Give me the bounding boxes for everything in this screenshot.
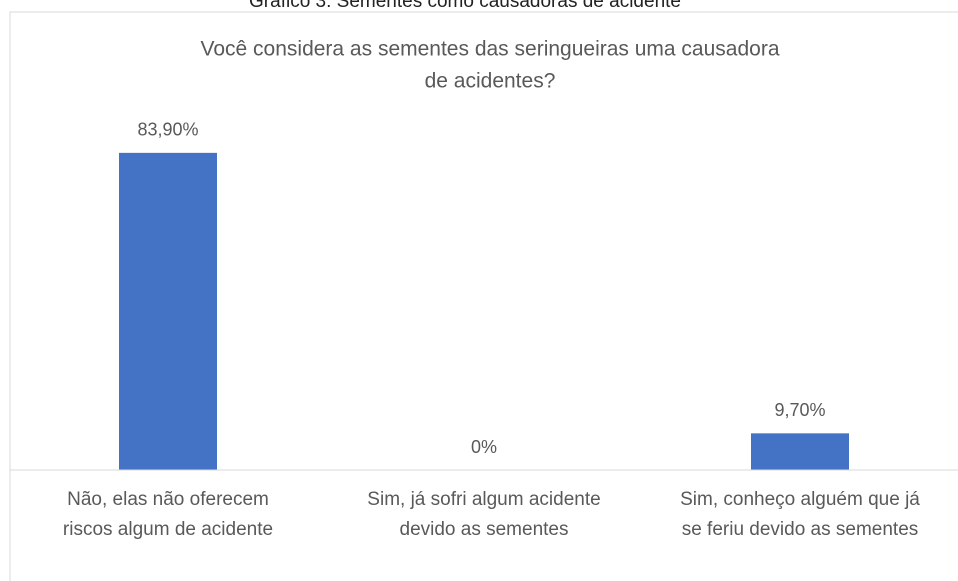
bar — [119, 152, 217, 470]
value-label: 9,70% — [774, 400, 825, 420]
chart-title: de acidentes? — [425, 70, 556, 93]
x-tick-label: Sim, já sofri algum acidente — [367, 489, 600, 510]
chart-title: Você considera as sementes das seringuei… — [201, 38, 780, 61]
caption: Gráfico 3: Sementes como causadoras de a… — [249, 0, 681, 12]
bar — [751, 433, 849, 470]
x-tick-label: Não, elas não oferecem — [67, 489, 269, 510]
x-tick-label: Sim, conheço alguém que já — [680, 489, 920, 510]
x-tick-label: se feriu devido as sementes — [682, 519, 919, 540]
x-tick-label: devido as sementes — [400, 519, 569, 540]
value-label: 0% — [471, 437, 497, 457]
x-tick-label: riscos algum de acidente — [63, 519, 273, 540]
value-label: 83,90% — [137, 120, 198, 140]
